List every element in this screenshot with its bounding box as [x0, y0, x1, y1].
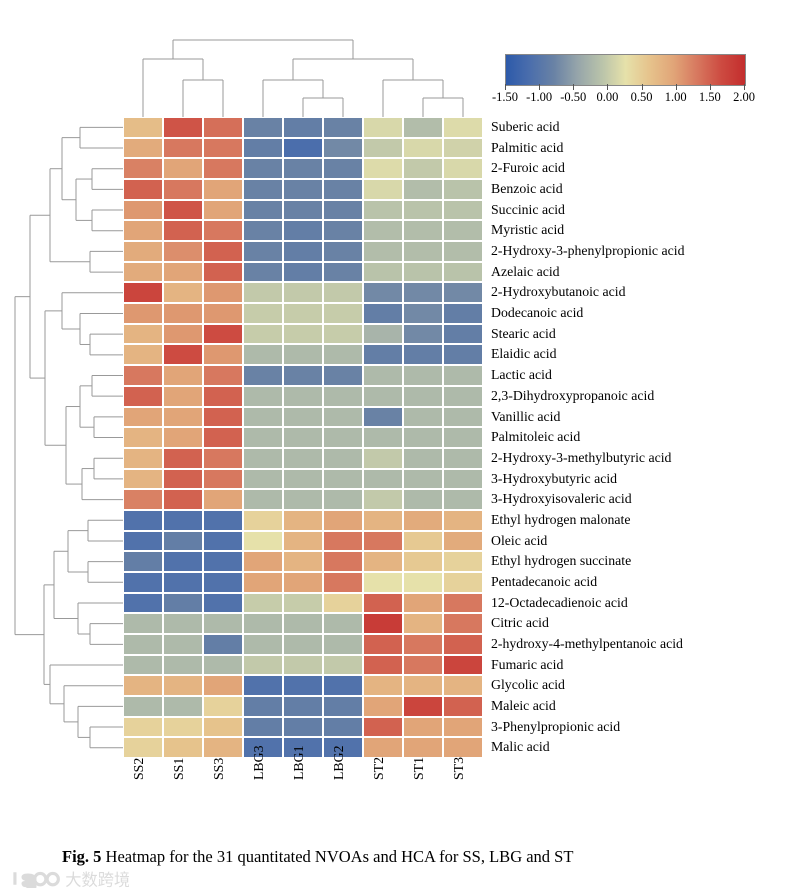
svg-text:大数跨境: 大数跨境: [65, 870, 129, 888]
